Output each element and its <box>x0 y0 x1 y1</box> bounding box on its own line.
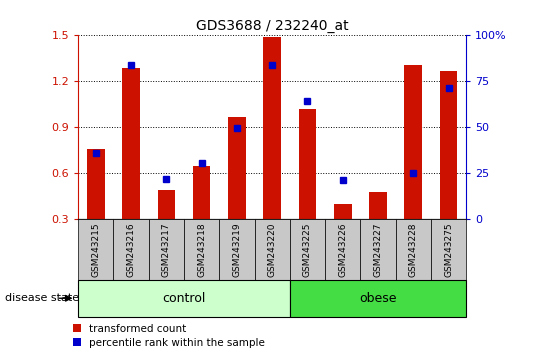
Bar <box>157 190 175 219</box>
Legend: transformed count, percentile rank within the sample: transformed count, percentile rank withi… <box>73 324 265 348</box>
Text: control: control <box>162 292 206 305</box>
Bar <box>78 280 290 317</box>
Bar <box>87 149 105 219</box>
Text: GSM243226: GSM243226 <box>338 222 347 277</box>
Bar <box>299 109 316 219</box>
Bar <box>396 219 431 280</box>
Bar <box>404 64 422 219</box>
Bar <box>113 219 149 280</box>
Text: GSM243275: GSM243275 <box>444 222 453 277</box>
Text: GSM243220: GSM243220 <box>268 222 277 277</box>
Bar <box>228 117 246 219</box>
Text: GSM243217: GSM243217 <box>162 222 171 277</box>
Text: GSM243218: GSM243218 <box>197 222 206 277</box>
Bar <box>264 37 281 219</box>
Text: GSM243228: GSM243228 <box>409 222 418 277</box>
Text: GSM243225: GSM243225 <box>303 222 312 277</box>
Text: obese: obese <box>360 292 397 305</box>
Bar <box>184 219 219 280</box>
Text: GSM243216: GSM243216 <box>127 222 136 277</box>
Text: GSM243219: GSM243219 <box>232 222 241 277</box>
Bar <box>78 219 113 280</box>
Text: disease state: disease state <box>5 293 80 303</box>
Bar <box>254 219 290 280</box>
Text: GSM243215: GSM243215 <box>91 222 100 277</box>
Bar <box>193 166 210 219</box>
Bar <box>290 280 466 317</box>
Bar <box>325 219 361 280</box>
Bar <box>369 192 387 219</box>
Bar <box>334 204 351 219</box>
Bar <box>122 68 140 219</box>
Bar <box>219 219 254 280</box>
Bar <box>440 71 458 219</box>
Bar <box>431 219 466 280</box>
Bar <box>149 219 184 280</box>
Text: GSM243227: GSM243227 <box>374 222 383 277</box>
Title: GDS3688 / 232240_at: GDS3688 / 232240_at <box>196 19 349 33</box>
Bar <box>290 219 325 280</box>
Bar <box>361 219 396 280</box>
